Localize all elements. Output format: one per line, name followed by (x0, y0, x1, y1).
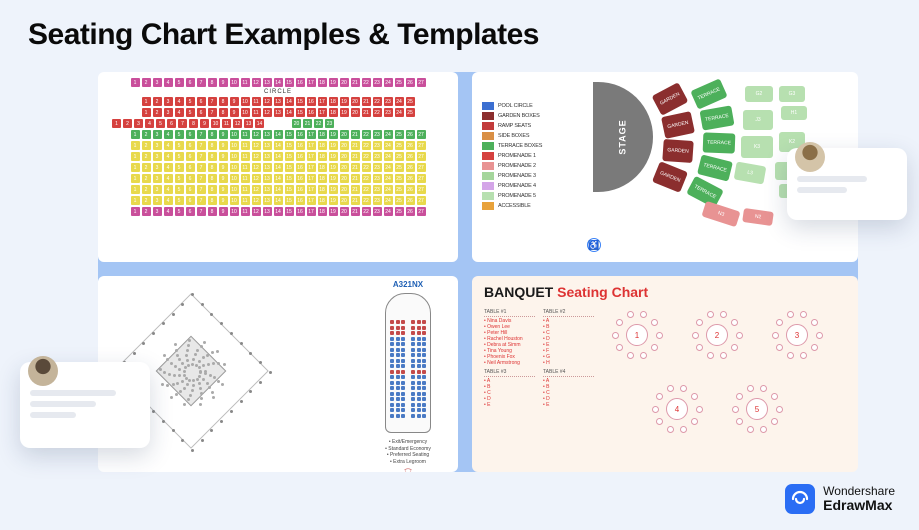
legend-item: PROMENADE 5 (482, 192, 581, 200)
stadium-section: TERRACE (703, 132, 736, 153)
banquet-table-label: TABLE #3 (484, 369, 535, 377)
banquet-table-label: TABLE #4 (543, 369, 594, 377)
stadium-section: GARDEN (662, 139, 693, 163)
banquet-round-table: 1 (612, 310, 662, 360)
accessible-icon: ♿ (587, 238, 601, 252)
avatar (795, 142, 825, 172)
legend-item: GARDEN BOXES (482, 112, 581, 120)
template-theater-grid[interactable]: 1234567891011121314151617181920212223242… (98, 72, 458, 262)
plane-model: A321NX (362, 280, 454, 289)
banquet-tables: 12345 (602, 306, 846, 408)
legend-item: TERRACE BOXES (482, 142, 581, 150)
annotation-bubble-left (20, 362, 150, 448)
stadium-section: L3 (734, 162, 767, 185)
avatar (28, 356, 58, 386)
legend-item: PROMENADE 4 (482, 182, 581, 190)
stadium-section: G3 (779, 86, 805, 102)
stadium-legend: POOL CIRCLE GARDEN BOXES RAMP SEATS SIDE BO… (478, 78, 583, 256)
banquet-guest-name: • Neil Armstrong (484, 360, 535, 366)
banquet-guest-name: • E (543, 402, 594, 408)
stadium-section: G2 (745, 86, 773, 102)
stadium-section: TERRACE (697, 154, 733, 181)
stadium-section: H1 (781, 106, 807, 120)
stadium-section: N3 (701, 201, 740, 227)
banquet-title: BANQUET Seating Chart (484, 284, 846, 300)
banquet-round-table: 2 (692, 310, 742, 360)
legend-item: PROMENADE 3 (482, 172, 581, 180)
stage-label: STAGE (593, 82, 653, 192)
legend-item: RAMP SEATS (482, 122, 581, 130)
brand-line2: EdrawMax (823, 498, 895, 513)
template-grid: 1234567891011121314151617181920212223242… (98, 72, 858, 472)
plane-body (385, 293, 431, 433)
legend-item: ACCESSIBLE (482, 202, 581, 210)
banquet-table-label: TABLE #1 (484, 309, 535, 317)
brand-footer: Wondershare EdrawMax (785, 484, 895, 514)
stadium-section: K3 (741, 136, 773, 158)
brand-icon (785, 484, 815, 514)
banquet-guest-name: • E (484, 402, 535, 408)
legend-item: PROMENADE 2 (482, 162, 581, 170)
stadium-section: GARDEN (661, 111, 695, 139)
stadium-section: TERRACE (690, 78, 727, 109)
banquet-round-table: 3 (772, 310, 822, 360)
stadium-section: N2 (742, 208, 774, 226)
legend-item: POOL CIRCLE (482, 102, 581, 110)
banquet-round-table: 4 (652, 384, 702, 434)
stadium-section: GARDEN (652, 161, 688, 193)
banquet-round-table: 5 (732, 384, 782, 434)
stadium-section: J3 (743, 110, 773, 130)
banquet-name-lists: TABLE #1• Nina Davis• Owen Lee• Peter Hi… (484, 306, 594, 408)
page-title: Seating Chart Examples & Templates (28, 18, 539, 52)
banquet-table-label: TABLE #2 (543, 309, 594, 317)
template-banquet[interactable]: BANQUET Seating Chart TABLE #1• Nina Dav… (472, 276, 858, 472)
annotation-bubble-right (787, 148, 907, 220)
stadium-section: TERRACE (700, 105, 735, 130)
legend-item: SIDE BOXES (482, 132, 581, 140)
airplane-section: A321NX • Exit/Emergency• Standard Econom… (358, 276, 458, 472)
template-floor-airplane[interactable]: A321NX • Exit/Emergency• Standard Econom… (98, 276, 458, 472)
banquet-guest-name: • H (543, 360, 594, 366)
stadium-section: GARDEN (652, 82, 689, 116)
section-label-circle: CIRCLE (106, 89, 450, 95)
wifi-icon: ⌔ (362, 465, 454, 472)
legend-item: PROMENADE 1 (482, 152, 581, 160)
